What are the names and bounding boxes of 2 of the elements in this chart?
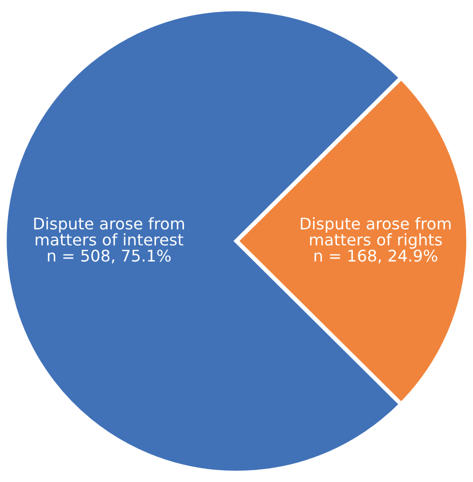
- data-label: n = 508, 75.1%: [48, 250, 171, 264]
- data-label: n = 168, 24.9%: [314, 250, 438, 264]
